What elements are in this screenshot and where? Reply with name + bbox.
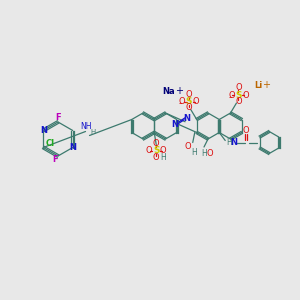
Text: Li: Li — [254, 80, 262, 89]
Text: O: O — [146, 146, 152, 155]
Text: N: N — [69, 143, 76, 152]
Text: H: H — [90, 130, 95, 136]
Text: O: O — [185, 90, 192, 99]
Text: O: O — [228, 91, 235, 100]
Text: N: N — [231, 138, 238, 147]
Text: NH: NH — [80, 122, 91, 131]
Text: O: O — [207, 148, 213, 158]
Text: H: H — [160, 153, 166, 162]
Text: +: + — [262, 80, 271, 90]
Text: O: O — [184, 142, 191, 151]
Text: O: O — [235, 83, 242, 92]
Text: S: S — [185, 97, 192, 106]
Text: H: H — [191, 148, 197, 157]
Text: H: H — [201, 148, 207, 158]
Text: O: O — [243, 126, 250, 135]
Text: O: O — [192, 97, 199, 106]
Text: O: O — [242, 91, 249, 100]
Text: O: O — [160, 146, 166, 155]
Text: O: O — [178, 97, 185, 106]
Text: -: - — [229, 92, 232, 102]
Text: Cl: Cl — [46, 139, 55, 148]
Text: F: F — [55, 112, 61, 122]
Text: O: O — [153, 153, 160, 162]
Text: N: N — [40, 126, 47, 135]
Text: +: + — [175, 86, 183, 97]
Text: Na: Na — [162, 87, 175, 96]
Text: N: N — [172, 120, 178, 129]
Text: O: O — [153, 139, 160, 148]
Text: H: H — [226, 138, 232, 147]
Text: F: F — [52, 155, 58, 164]
Text: O: O — [235, 97, 242, 106]
Text: S: S — [235, 91, 242, 100]
Text: N: N — [184, 114, 190, 123]
Text: -: - — [179, 98, 182, 109]
Text: S: S — [153, 146, 160, 155]
Text: O: O — [185, 103, 192, 112]
